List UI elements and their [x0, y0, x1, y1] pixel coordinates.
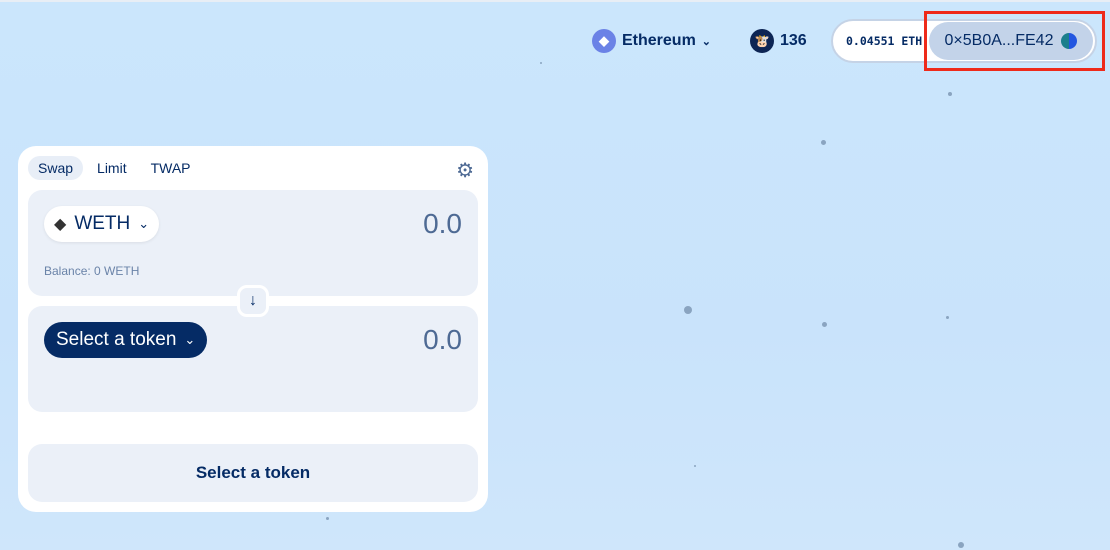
- tab-swap[interactable]: Swap: [28, 156, 84, 180]
- buy-panel: Select a token ⌄ 0.0: [28, 306, 478, 412]
- sell-balance: Balance: 0 WETH: [44, 264, 140, 278]
- background-dot: [540, 62, 542, 64]
- network-selector[interactable]: ◆ Ethereum ⌄: [592, 20, 711, 62]
- account-address-button[interactable]: 0×5B0A...FE42: [929, 22, 1093, 60]
- account-address: 0×5B0A...FE42: [944, 32, 1054, 49]
- ethereum-icon: ◆: [592, 29, 616, 53]
- background-dot: [694, 465, 696, 467]
- sell-token-label: WETH: [74, 213, 131, 234]
- select-token-button[interactable]: Select a token: [28, 444, 478, 502]
- background-dot: [946, 316, 949, 319]
- chevron-down-icon: ⌄: [184, 332, 196, 347]
- account-avatar-icon: [1061, 33, 1078, 49]
- background-dot: [821, 140, 826, 145]
- background-dot: [948, 92, 952, 96]
- buy-token-selector[interactable]: Select a token ⌄: [44, 322, 208, 358]
- chevron-down-icon: ⌄: [138, 216, 150, 231]
- cow-icon: 🐮: [750, 29, 774, 53]
- background-dot: [958, 542, 964, 548]
- arrow-down-icon[interactable]: ↓: [237, 285, 269, 317]
- cow-count: 136: [780, 32, 807, 49]
- sell-token-selector[interactable]: ◆ WETH ⌄: [44, 206, 160, 242]
- tab-twap[interactable]: TWAP: [150, 160, 191, 176]
- weth-icon: ◆: [54, 216, 67, 233]
- highlight-box: [924, 11, 1105, 71]
- network-label: Ethereum: [622, 32, 696, 49]
- wallet-button[interactable]: 0.04551 ETH 0×5B0A...FE42: [831, 19, 1097, 63]
- background-dot: [822, 322, 827, 327]
- gear-icon[interactable]: ⚙: [456, 160, 474, 182]
- swap-widget: Swap Limit TWAP ⚙ ◆ WETH ⌄ 0.0 Balance: …: [18, 146, 488, 512]
- background-dot: [326, 517, 329, 520]
- background-dot: [684, 306, 692, 314]
- buy-token-label: Select a token: [56, 329, 177, 350]
- sell-panel: ◆ WETH ⌄ 0.0 Balance: 0 WETH: [28, 190, 478, 296]
- sell-amount-input[interactable]: 0.0: [423, 208, 462, 239]
- cow-counter[interactable]: 🐮 136: [750, 20, 807, 62]
- buy-amount-input[interactable]: 0.0: [423, 324, 462, 355]
- tab-limit[interactable]: Limit: [97, 160, 127, 176]
- top-border: [0, 0, 1110, 2]
- eth-balance: 0.04551 ETH: [846, 34, 923, 48]
- chevron-down-icon: ⌄: [701, 35, 712, 48]
